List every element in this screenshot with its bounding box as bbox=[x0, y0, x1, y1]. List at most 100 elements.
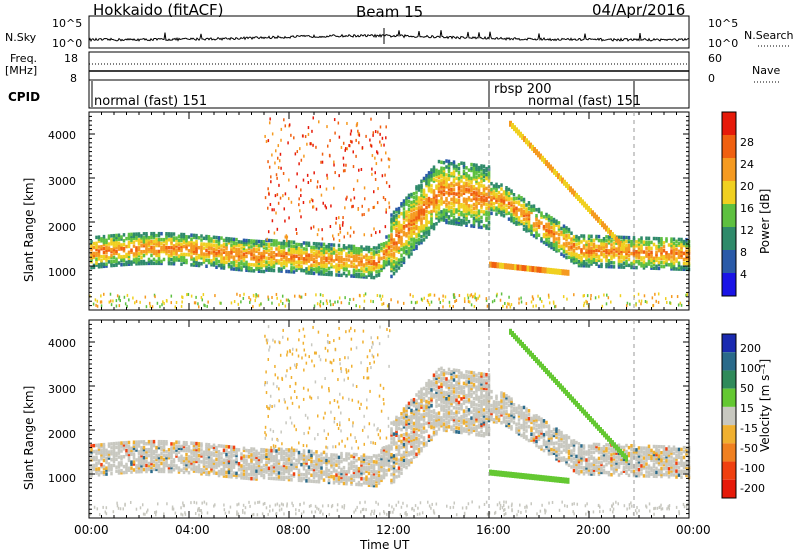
velocity-cell bbox=[262, 473, 266, 478]
power-cell bbox=[455, 182, 458, 186]
power-cell bbox=[95, 241, 98, 246]
power-cell bbox=[517, 220, 521, 224]
velocity-cell bbox=[227, 468, 231, 473]
power-cell bbox=[677, 241, 681, 246]
power-cell bbox=[447, 193, 451, 197]
velocity-cell bbox=[250, 449, 253, 453]
power-cell bbox=[435, 168, 438, 173]
velocity-cell bbox=[195, 453, 198, 458]
power-cell bbox=[392, 242, 396, 246]
velocity-cell bbox=[157, 465, 161, 470]
power-cell bbox=[145, 249, 148, 254]
power-cell bbox=[660, 250, 663, 255]
power-cell bbox=[235, 243, 238, 248]
power-cell bbox=[215, 243, 218, 248]
power-cell bbox=[445, 220, 448, 225]
velocity-cell bbox=[227, 466, 231, 471]
power-cell bbox=[485, 224, 488, 228]
power-cell bbox=[536, 266, 540, 273]
power-cell bbox=[237, 251, 241, 256]
velocity-cell bbox=[232, 465, 236, 469]
power-cell bbox=[437, 171, 441, 176]
power-cell bbox=[362, 255, 366, 259]
power-cell bbox=[137, 252, 141, 256]
power-cell bbox=[167, 234, 171, 238]
power-cell bbox=[358, 133, 361, 137]
power-cell bbox=[592, 256, 596, 260]
power-cell bbox=[615, 236, 618, 243]
power-cell bbox=[367, 271, 371, 276]
power-cell bbox=[647, 262, 651, 266]
power-cell bbox=[292, 270, 296, 274]
velocity-cell bbox=[297, 456, 301, 461]
power-cell bbox=[318, 120, 320, 124]
power-cell bbox=[627, 249, 631, 254]
velocity-cell bbox=[155, 465, 158, 470]
power-cell bbox=[427, 300, 430, 304]
velocity-cell bbox=[187, 461, 191, 465]
velocity-colorbar-segment bbox=[722, 334, 736, 353]
power-cell bbox=[330, 257, 333, 261]
power-cell bbox=[306, 142, 308, 146]
power-cell bbox=[117, 243, 121, 247]
velocity-cell bbox=[140, 463, 143, 468]
power-cell bbox=[240, 260, 243, 264]
velocity-cell bbox=[142, 463, 146, 468]
power-cell bbox=[390, 274, 393, 279]
power-cell bbox=[212, 235, 216, 240]
power-cell bbox=[264, 134, 266, 138]
power-cell bbox=[467, 178, 471, 182]
velocity-cell bbox=[352, 474, 356, 479]
power-cell bbox=[570, 253, 573, 257]
power-cell bbox=[395, 269, 398, 273]
power-cell bbox=[447, 165, 451, 170]
power-cell bbox=[195, 295, 197, 299]
power-cell bbox=[570, 251, 573, 255]
velocity-cell bbox=[217, 473, 221, 478]
power-cell bbox=[447, 201, 451, 205]
velocity-cell bbox=[350, 462, 353, 466]
power-cell bbox=[382, 249, 386, 254]
power-cell bbox=[447, 175, 451, 179]
velocity-cell bbox=[190, 441, 193, 445]
power-cell bbox=[100, 294, 102, 298]
power-cell bbox=[358, 305, 361, 309]
power-cell bbox=[472, 220, 476, 225]
velocity-cell bbox=[132, 440, 136, 444]
power-cell bbox=[243, 292, 245, 296]
power-cell bbox=[610, 251, 613, 255]
velocity-cell bbox=[165, 453, 168, 458]
velocity-cell bbox=[377, 475, 381, 479]
power-cell bbox=[545, 234, 548, 239]
power-cell bbox=[477, 217, 481, 221]
power-cell bbox=[157, 233, 161, 238]
velocity-cell bbox=[170, 452, 173, 456]
power-cell bbox=[322, 302, 325, 306]
velocity-cell bbox=[257, 455, 261, 460]
power-cell bbox=[145, 232, 148, 236]
power-cell bbox=[371, 167, 373, 171]
power-cell bbox=[126, 304, 128, 308]
power-cell bbox=[450, 221, 453, 225]
power-cell bbox=[452, 170, 456, 174]
power-cell bbox=[452, 174, 456, 178]
velocity-cell bbox=[225, 444, 228, 449]
power-cell bbox=[157, 255, 161, 260]
velocity-cell bbox=[185, 456, 188, 461]
power-cell bbox=[255, 259, 258, 263]
velocity-cell bbox=[307, 453, 311, 458]
power-cell bbox=[385, 249, 388, 253]
power-cell bbox=[547, 242, 551, 246]
power-cell bbox=[417, 214, 421, 218]
power-cell bbox=[333, 237, 335, 241]
power-cell bbox=[492, 190, 496, 194]
velocity-cell bbox=[285, 461, 288, 466]
power-cell bbox=[635, 255, 638, 260]
power-cell bbox=[647, 252, 651, 256]
power-cell bbox=[490, 195, 493, 200]
power-cell bbox=[222, 264, 226, 268]
power-cell bbox=[145, 305, 148, 309]
power-cell bbox=[620, 251, 623, 255]
power-cell bbox=[257, 269, 261, 273]
velocity-cell bbox=[272, 457, 276, 461]
